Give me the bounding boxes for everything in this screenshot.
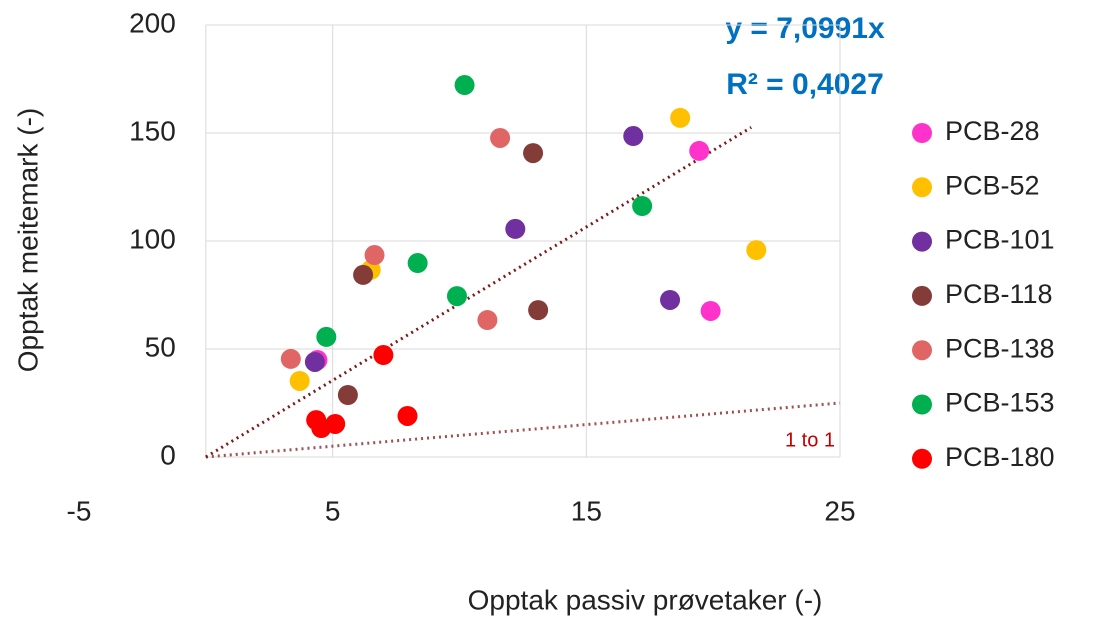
point (316, 326, 337, 347)
point (407, 253, 428, 274)
equation: y = 7,0991x (725, 12, 885, 45)
point (353, 264, 374, 285)
x-axis-label: Opptak passiv prøvetaker (-) (468, 584, 823, 615)
legend-marker (912, 394, 932, 415)
x-tick-label: 25 (824, 495, 855, 526)
trendline (205, 126, 752, 459)
point (454, 75, 475, 96)
point (700, 300, 721, 321)
y-tick-label: 200 (129, 7, 176, 38)
point (337, 385, 358, 406)
legend-label: PCB-101 (945, 225, 1055, 255)
legend-label: PCB-28 (945, 116, 1040, 146)
point (670, 107, 691, 128)
point (446, 286, 467, 307)
point (325, 413, 346, 434)
point (289, 370, 310, 391)
reference-line (205, 401, 841, 459)
y-tick-label: 150 (129, 115, 176, 146)
legend-label: PCB-52 (945, 170, 1040, 200)
legend-marker (912, 340, 932, 361)
point (304, 351, 325, 372)
x-tick-label: -5 (67, 495, 92, 526)
point (477, 310, 498, 331)
legend-marker (912, 177, 932, 198)
point (746, 240, 767, 261)
reference-label: 1 to 1 (785, 429, 835, 451)
point (528, 300, 549, 321)
point (623, 126, 644, 147)
legend-label: PCB-138 (945, 333, 1055, 363)
point (632, 196, 653, 217)
legend-marker (912, 231, 932, 252)
x-tick-label: 15 (571, 495, 602, 526)
y-tick-label: 0 (160, 439, 176, 470)
point (689, 140, 710, 161)
legend-label: PCB-118 (945, 279, 1053, 309)
legend-marker (912, 285, 932, 306)
legend-marker (912, 123, 932, 143)
legend-marker (912, 448, 932, 469)
legend-label: PCB-180 (945, 442, 1055, 472)
point (505, 218, 526, 239)
point (397, 405, 418, 426)
x-tick-label: 5 (325, 495, 341, 526)
y-axis-label: Opptak meitemark (-) (12, 108, 43, 373)
point (490, 127, 511, 148)
y-tick-label: 100 (129, 223, 176, 254)
legend-label: PCB-153 (945, 388, 1055, 418)
point (523, 143, 544, 164)
r-squared: R² = 0,4027 (726, 68, 884, 101)
point (364, 245, 385, 266)
point (660, 289, 681, 310)
point (280, 348, 301, 369)
y-tick-label: 50 (145, 331, 176, 362)
point (373, 345, 394, 366)
